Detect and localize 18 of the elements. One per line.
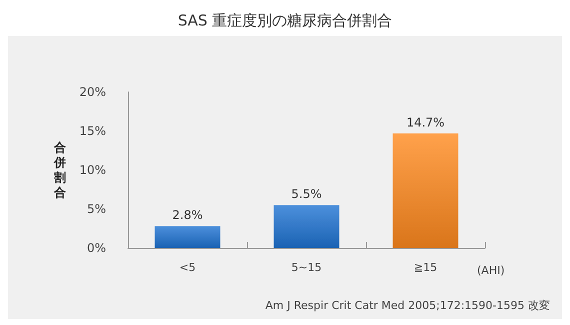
y-axis-title: 合併割合 — [53, 140, 67, 200]
y-tick-label: 20% — [79, 85, 106, 99]
text: Am J Respir Crit Catr Med 2005;172:1590-1595 改変 — [265, 299, 550, 312]
bar — [274, 205, 340, 248]
data-label: 5.5% — [291, 187, 322, 202]
data-label: 2.8% — [172, 208, 203, 222]
bar — [154, 226, 220, 248]
x-tick-label: ≧15 — [414, 261, 438, 274]
y-tick-label: 0% — [86, 241, 106, 255]
x-axis-title: (AHI) — [477, 264, 505, 277]
y-tick-label: 15% — [79, 124, 106, 138]
bar — [392, 133, 458, 248]
y-tick-label: 5% — [86, 202, 106, 216]
chart-title: SAS 重症度別の糖尿病合併割合 — [178, 12, 392, 30]
x-tick-label: <5 — [179, 261, 196, 274]
x-tick-label: 5~15 — [291, 261, 322, 274]
data-label: 14.7% — [406, 115, 445, 130]
y-tick-label: 10% — [79, 163, 106, 177]
